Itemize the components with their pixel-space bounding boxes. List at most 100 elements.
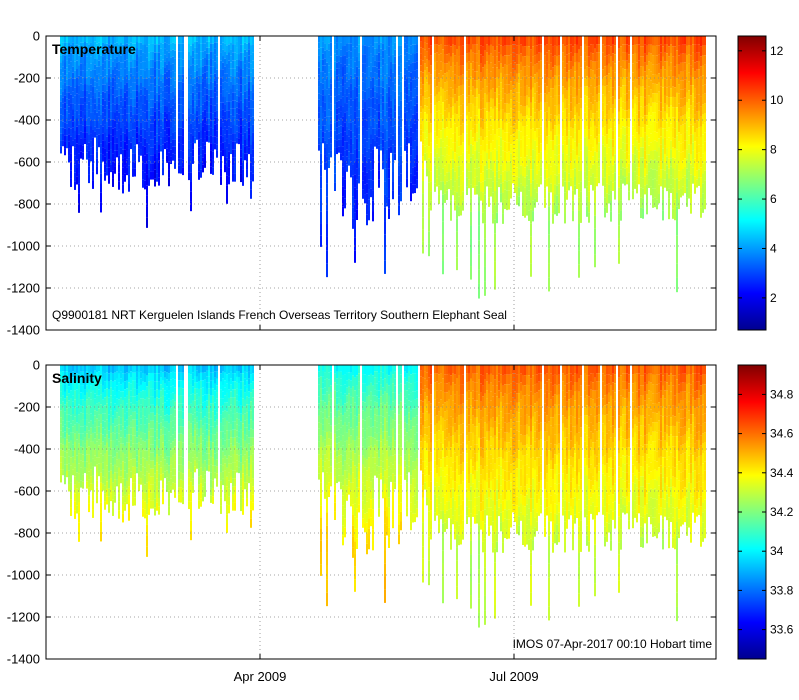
profile-cell xyxy=(468,44,470,53)
profile-cell xyxy=(134,43,136,52)
profile-cell xyxy=(162,152,164,160)
profile-cell xyxy=(612,165,614,174)
profile-cell xyxy=(588,160,590,171)
profile-cell xyxy=(216,150,218,158)
profile-cell xyxy=(326,250,328,264)
profile-cell xyxy=(680,89,682,99)
profile-cell xyxy=(532,118,534,129)
profile-cell xyxy=(608,110,610,120)
profile-cell xyxy=(120,55,122,63)
profile-cell xyxy=(128,61,130,71)
profile-cell xyxy=(62,54,64,61)
profile-cell xyxy=(530,76,532,90)
profile-cell xyxy=(344,160,346,171)
profile-cell xyxy=(668,97,670,108)
profile-cell xyxy=(384,36,386,50)
profile-cell xyxy=(196,64,198,71)
profile-cell xyxy=(328,131,330,139)
profile-cell xyxy=(492,192,494,203)
profile-cell xyxy=(532,97,534,109)
profile-cell xyxy=(400,155,402,165)
profile-cell xyxy=(656,141,658,152)
profile-cell xyxy=(80,70,82,77)
profile-cell xyxy=(142,162,144,171)
profile-cell xyxy=(112,86,114,95)
profile-cell xyxy=(656,64,658,75)
profile-cell xyxy=(162,167,164,176)
profile-cell xyxy=(554,55,556,66)
profile-cell xyxy=(522,155,524,166)
profile-cell xyxy=(328,80,330,88)
profile-cell xyxy=(126,144,128,152)
profile-cell xyxy=(664,170,666,180)
profile-cell xyxy=(610,77,612,88)
profile-cell xyxy=(180,97,182,105)
profile-cell xyxy=(196,134,198,140)
profile-cell xyxy=(594,74,596,88)
profile-cell xyxy=(676,206,678,222)
profile-cell xyxy=(134,114,136,122)
profile-cell xyxy=(232,84,234,93)
profile-cell xyxy=(594,151,596,165)
profile-cell xyxy=(462,113,464,124)
profile-cell xyxy=(596,177,598,187)
profile-cell xyxy=(128,157,130,166)
profile-cell xyxy=(206,124,208,131)
profile-cell xyxy=(612,44,614,54)
profile-cell xyxy=(408,107,410,114)
profile-cell xyxy=(344,74,346,84)
profile-cell xyxy=(204,57,206,66)
profile-column xyxy=(522,36,524,216)
profile-cell xyxy=(90,154,92,162)
profile-cell xyxy=(448,146,450,156)
profile-cell xyxy=(504,55,506,65)
profile-cell xyxy=(530,209,532,224)
profile-column xyxy=(470,36,472,280)
profile-cell xyxy=(564,36,566,47)
profile-cell xyxy=(236,119,238,126)
profile-cell xyxy=(550,70,552,80)
profile-cell xyxy=(532,66,534,78)
profile-cell xyxy=(208,89,210,96)
profile-cell xyxy=(160,68,162,75)
profile-cell xyxy=(322,95,324,102)
profile-cell xyxy=(356,76,358,88)
profile-cell xyxy=(636,36,638,45)
profile-cell xyxy=(212,113,214,121)
profile-cell xyxy=(122,62,124,71)
profile-column xyxy=(566,36,568,200)
profile-cell xyxy=(492,213,494,224)
profile-cell xyxy=(210,97,212,105)
profile-cell xyxy=(68,43,70,51)
profile-cell xyxy=(638,44,640,53)
profile-cell xyxy=(322,119,324,126)
profile-cell xyxy=(140,109,142,116)
profile-cell xyxy=(420,77,422,83)
profile-cell xyxy=(664,128,666,138)
profile-cell xyxy=(112,161,114,171)
profile-cell xyxy=(366,183,368,194)
profile-cell xyxy=(246,114,248,123)
profile-column xyxy=(108,36,110,184)
profile-cell xyxy=(202,36,204,44)
profile-cell xyxy=(414,44,416,54)
profile-cell xyxy=(438,194,440,204)
profile-cell xyxy=(62,91,64,98)
profile-cell xyxy=(226,138,228,148)
profile-cell xyxy=(178,58,180,67)
profile-cell xyxy=(552,171,554,182)
profile-cell xyxy=(222,116,224,123)
profile-cell xyxy=(550,140,552,149)
profile-cell xyxy=(562,161,564,170)
profile-cell xyxy=(188,76,190,85)
profile-column xyxy=(94,36,96,138)
profile-cell xyxy=(598,52,600,61)
profile-cell xyxy=(362,63,364,73)
profile-cell xyxy=(470,198,472,212)
profile-cell xyxy=(666,130,668,140)
profile-column xyxy=(558,36,560,214)
profile-cell xyxy=(204,94,206,102)
profile-cell xyxy=(662,169,664,180)
profile-cell xyxy=(426,51,428,60)
profile-cell xyxy=(206,135,208,142)
